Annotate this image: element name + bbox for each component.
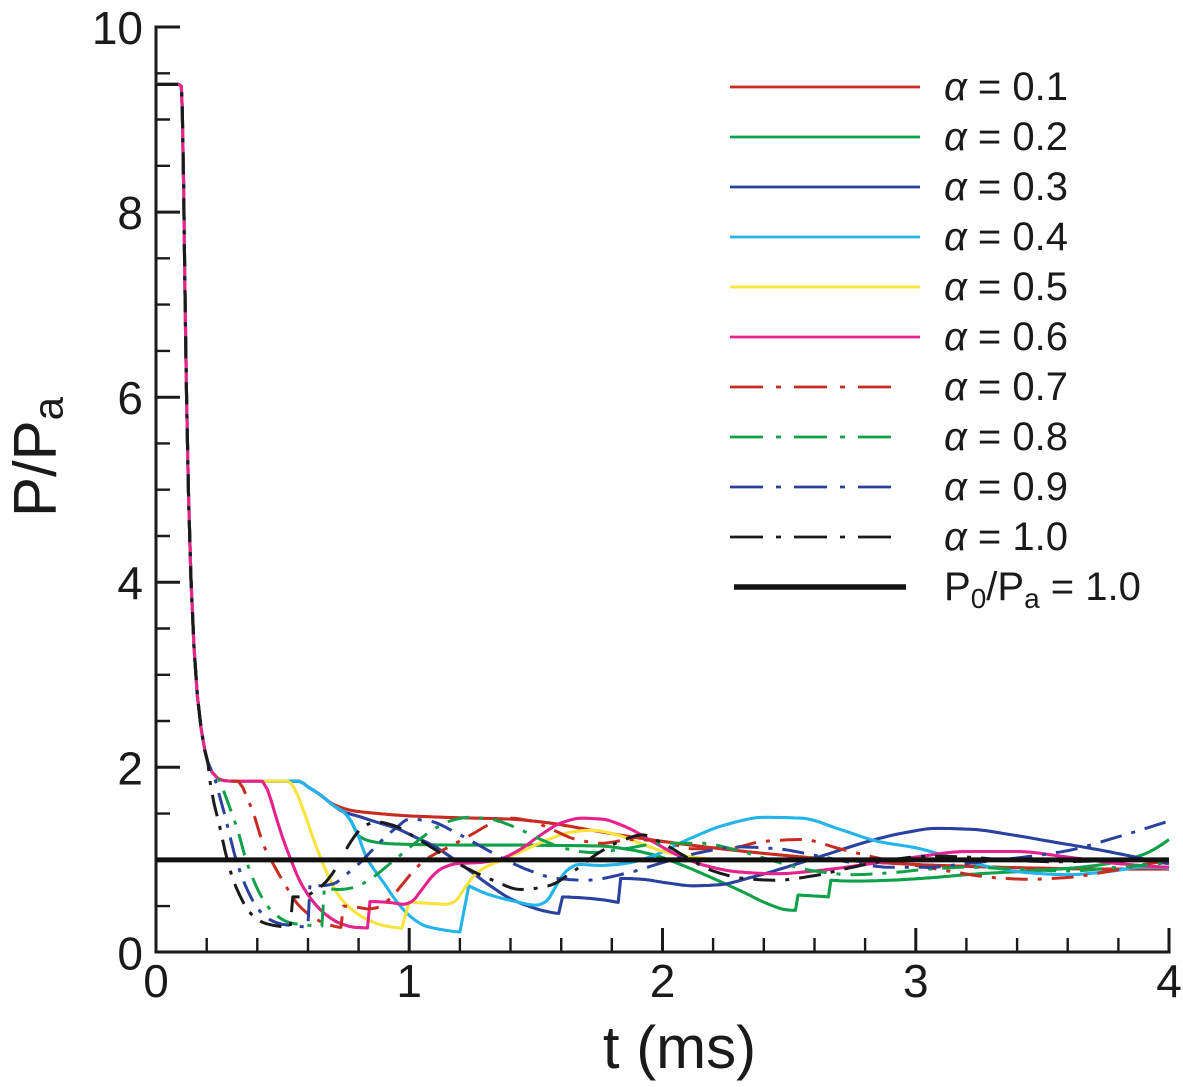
svg-text:1: 1 bbox=[396, 955, 422, 1007]
svg-text:0: 0 bbox=[117, 927, 143, 979]
svg-text:α = 0.1: α = 0.1 bbox=[944, 65, 1068, 109]
svg-text:10: 10 bbox=[92, 2, 143, 54]
svg-text:4: 4 bbox=[1156, 955, 1182, 1007]
svg-text:0: 0 bbox=[143, 955, 169, 1007]
svg-text:α = 0.9: α = 0.9 bbox=[944, 465, 1068, 509]
svg-text:α = 0.2: α = 0.2 bbox=[944, 115, 1068, 159]
svg-text:2: 2 bbox=[650, 955, 676, 1007]
svg-text:α = 0.8: α = 0.8 bbox=[944, 415, 1068, 459]
svg-text:α = 0.7: α = 0.7 bbox=[944, 365, 1068, 409]
svg-text:α = 0.5: α = 0.5 bbox=[944, 265, 1068, 309]
svg-text:6: 6 bbox=[117, 372, 143, 424]
svg-text:α = 0.3: α = 0.3 bbox=[944, 165, 1068, 209]
svg-text:α = 1.0: α = 1.0 bbox=[944, 515, 1068, 559]
svg-text:α = 0.6: α = 0.6 bbox=[944, 315, 1068, 359]
svg-text:2: 2 bbox=[117, 742, 143, 794]
svg-text:α = 0.4: α = 0.4 bbox=[944, 215, 1068, 259]
svg-text:8: 8 bbox=[117, 187, 143, 239]
svg-text:3: 3 bbox=[903, 955, 929, 1007]
svg-text:t (ms): t (ms) bbox=[603, 1014, 756, 1081]
svg-text:4: 4 bbox=[117, 557, 143, 609]
